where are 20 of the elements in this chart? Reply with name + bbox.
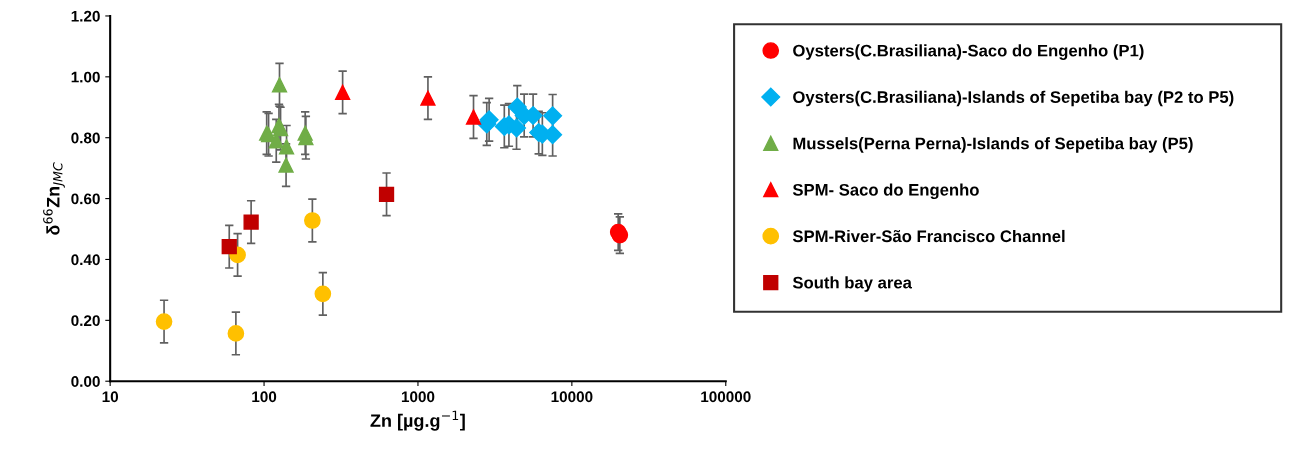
legend-label: South bay area (792, 276, 913, 292)
x-axis-title: Zn [µg.g$^{−1}$] (370, 410, 465, 431)
legend-label: Oysters(C.Brasiliana)-Islands of Sepetiba bay (P2 to P5) (793, 90, 1234, 107)
x-tick-label: 10000 (551, 391, 593, 403)
x-tick-label: 10 (102, 391, 119, 403)
legend-label: SPM- Saco do Engenho (792, 183, 979, 200)
x-tick-label: 100000 (701, 391, 751, 403)
y-tick-label: 1.00 (71, 71, 100, 83)
y-tick-label: 1.20 (71, 10, 100, 22)
x-tick-label: 1000 (401, 391, 435, 403)
y-tick-label: 0.20 (71, 315, 100, 327)
x-tick-label: 100 (252, 391, 277, 403)
legend-label: Oysters(C.Brasiliana)-Saco do Engenho (P1) (793, 44, 1144, 60)
y-tick-label: 0.80 (71, 132, 100, 144)
y-tick-label: 0.60 (71, 193, 100, 205)
legend-label: SPM-River-São Francisco Channel (792, 229, 1065, 243)
y-tick-label: 0.00 (71, 376, 100, 387)
legend-label: Mussels(Perna Perna)-Islands of Sepetiba bay (P5) (793, 137, 1193, 153)
y-axis-title: δ$^{66}$Zn$_{JMC}$ (43, 162, 65, 235)
y-tick-label: 0.40 (71, 254, 100, 266)
